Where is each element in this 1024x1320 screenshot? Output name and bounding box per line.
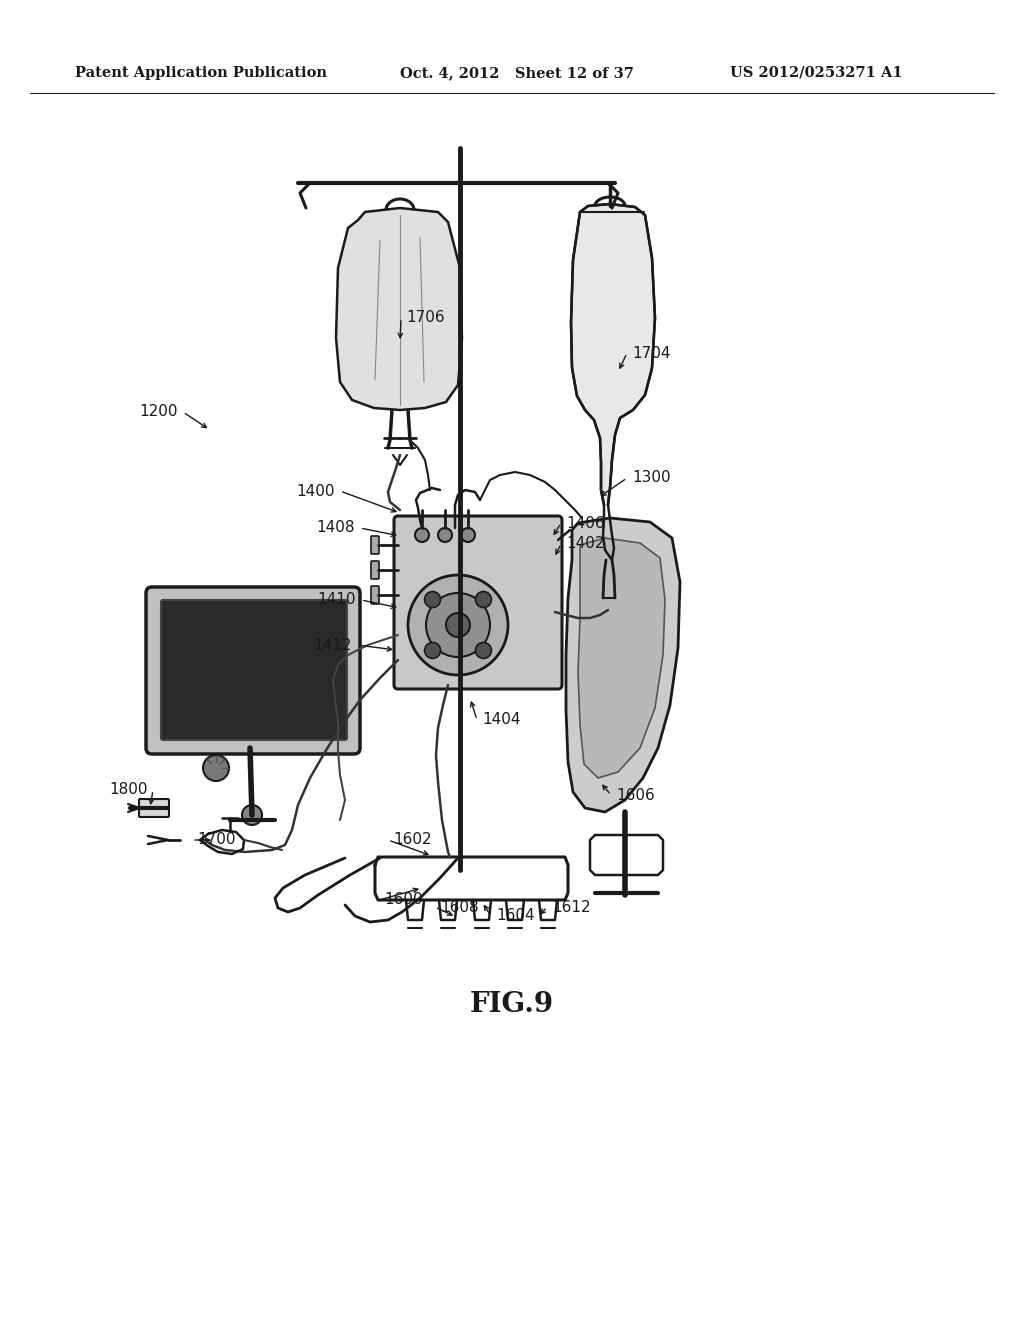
Circle shape — [475, 643, 492, 659]
Text: 1706: 1706 — [406, 310, 444, 326]
FancyBboxPatch shape — [146, 587, 360, 754]
Text: US 2012/0253271 A1: US 2012/0253271 A1 — [730, 66, 902, 81]
Polygon shape — [578, 539, 665, 777]
Text: 1412: 1412 — [313, 638, 352, 652]
Circle shape — [446, 612, 470, 638]
Circle shape — [461, 528, 475, 543]
Text: 1300: 1300 — [632, 470, 671, 486]
FancyBboxPatch shape — [371, 536, 379, 554]
Text: 1600: 1600 — [384, 892, 423, 908]
FancyBboxPatch shape — [139, 799, 169, 817]
Circle shape — [475, 591, 492, 607]
Text: Oct. 4, 2012   Sheet 12 of 37: Oct. 4, 2012 Sheet 12 of 37 — [400, 66, 634, 81]
Text: 1408: 1408 — [316, 520, 355, 536]
Text: 1604: 1604 — [496, 908, 535, 924]
Circle shape — [438, 528, 452, 543]
Text: 1612: 1612 — [552, 899, 591, 915]
FancyBboxPatch shape — [371, 586, 379, 605]
Circle shape — [415, 528, 429, 543]
Circle shape — [425, 591, 440, 607]
Circle shape — [242, 805, 262, 825]
Text: Patent Application Publication: Patent Application Publication — [75, 66, 327, 81]
Polygon shape — [566, 517, 680, 812]
Text: 1400: 1400 — [297, 483, 335, 499]
Text: 1608: 1608 — [440, 899, 478, 915]
Circle shape — [426, 593, 490, 657]
Circle shape — [425, 643, 440, 659]
FancyBboxPatch shape — [371, 561, 379, 579]
Text: 1410: 1410 — [317, 593, 356, 607]
Text: 1800: 1800 — [110, 783, 148, 797]
Text: FIG.9: FIG.9 — [470, 991, 554, 1019]
Text: 1404: 1404 — [482, 713, 520, 727]
Text: 1200: 1200 — [139, 404, 178, 420]
Text: 1602: 1602 — [393, 833, 432, 847]
FancyBboxPatch shape — [394, 516, 562, 689]
Polygon shape — [571, 205, 655, 506]
Text: 1606: 1606 — [616, 788, 654, 803]
Circle shape — [203, 755, 229, 781]
Text: 1406: 1406 — [566, 516, 604, 531]
FancyBboxPatch shape — [161, 601, 347, 741]
Text: 1402: 1402 — [566, 536, 604, 552]
Text: 1704: 1704 — [632, 346, 671, 360]
Text: 1700: 1700 — [197, 833, 236, 847]
Circle shape — [408, 576, 508, 675]
Polygon shape — [336, 209, 462, 411]
